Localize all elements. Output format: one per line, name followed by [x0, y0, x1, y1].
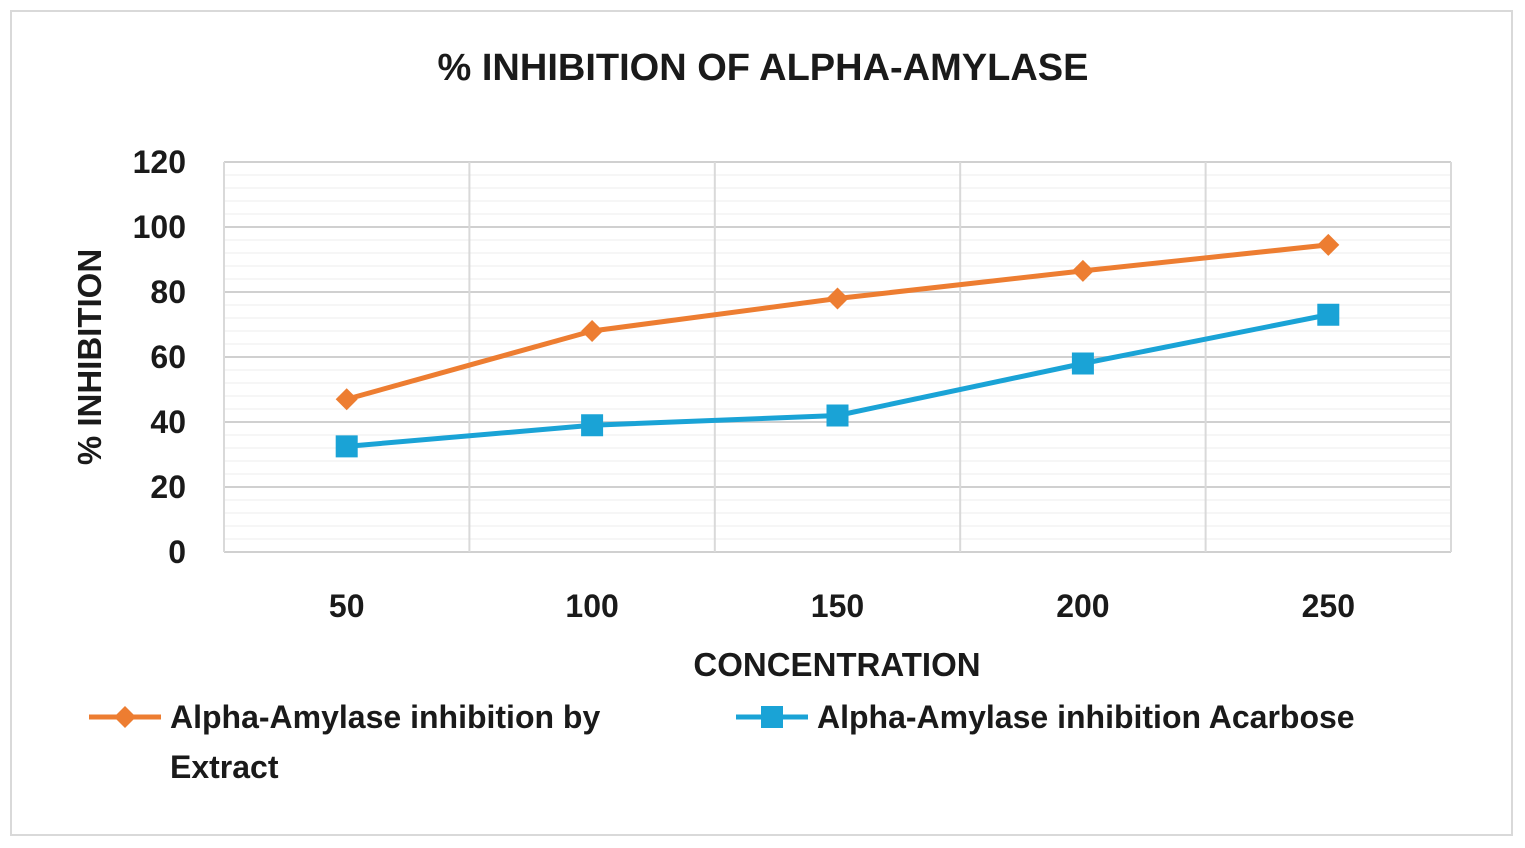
series-2 [335, 303, 1340, 458]
series-line [346, 242, 1329, 402]
x-tick-label: 150 [811, 588, 864, 624]
data-point [1317, 233, 1340, 256]
y-axis-ticks: 0 20 40 60 80 100 120 [133, 144, 186, 570]
data-point [826, 404, 849, 427]
data-point [1071, 352, 1094, 375]
grid [223, 161, 1452, 553]
data-point [581, 320, 604, 342]
x-axis-label: CONCENTRATION [693, 646, 980, 683]
legend-label: Alpha-Amylase inhibition by [170, 699, 600, 735]
legend-marker [114, 706, 136, 728]
legend: Alpha-Amylase inhibition byExtractAlpha-… [89, 699, 1355, 785]
x-tick-label: 200 [1056, 588, 1109, 624]
y-tick-label: 40 [150, 404, 186, 440]
legend-item: Alpha-Amylase inhibition by Extract [89, 699, 600, 785]
chart-title: % INHIBITION OF ALPHA-AMYLASE [438, 47, 1089, 89]
y-axis-label: % INHIBITION [71, 249, 108, 465]
x-tick-label: 50 [329, 588, 365, 624]
series-layer [335, 233, 1340, 458]
data-point [335, 435, 358, 458]
data-point [335, 388, 358, 411]
legend-label: Alpha-Amylase inhibition Acarbose [817, 699, 1355, 735]
y-tick-label: 120 [133, 144, 186, 180]
data-point [1317, 303, 1340, 326]
y-tick-label: 60 [150, 339, 186, 375]
data-point [1071, 259, 1094, 282]
legend-label: Extract [170, 749, 279, 785]
series-1 [335, 233, 1340, 411]
y-tick-label: 0 [168, 534, 186, 570]
data-point [826, 287, 849, 310]
data-point [581, 414, 604, 437]
x-tick-label: 250 [1302, 588, 1355, 624]
x-tick-label: 100 [565, 588, 618, 624]
x-axis-ticks: 50 100 150 200 250 [329, 588, 1355, 624]
y-tick-label: 80 [150, 274, 186, 310]
legend-marker [761, 706, 783, 728]
series-line [346, 312, 1329, 449]
y-tick-label: 20 [150, 469, 186, 505]
legend-item: Alpha-Amylase inhibition Acarbose [736, 699, 1355, 735]
y-tick-label: 100 [133, 209, 186, 245]
